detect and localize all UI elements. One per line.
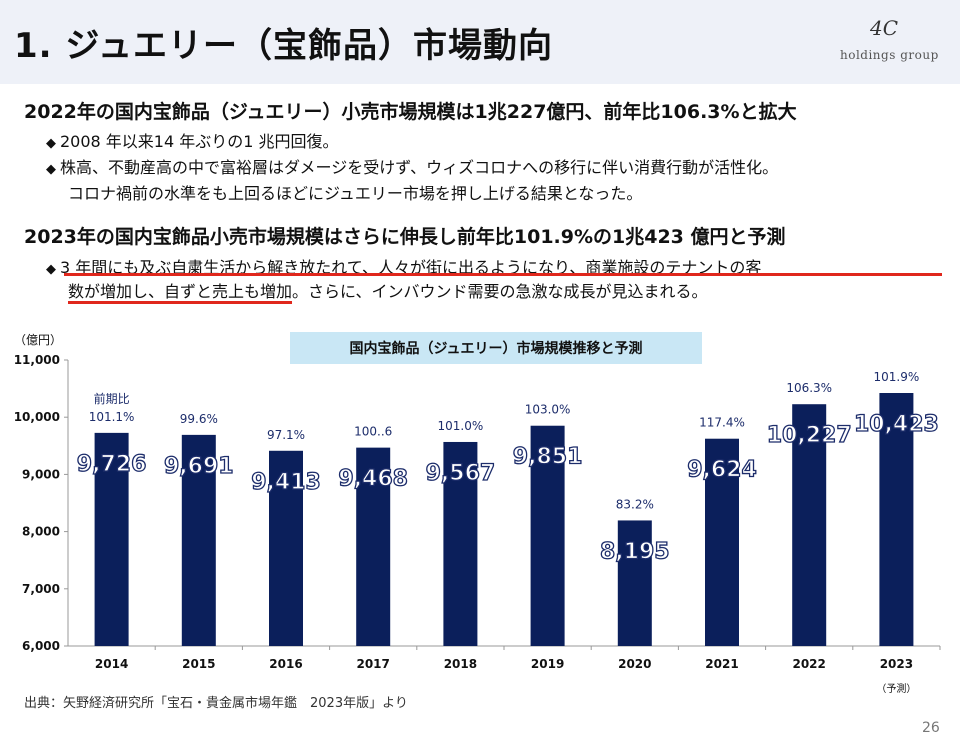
section1-bullet-1: ◆ 2008 年以来14 年ぶりの1 兆円回復。 xyxy=(46,128,339,152)
y-tick-label: 9,000 xyxy=(22,467,60,481)
company-logo-subtitle: holdings group xyxy=(840,48,939,62)
value-label: 9,567 xyxy=(426,461,496,486)
bar-2023 xyxy=(879,393,914,646)
growth-label: 117.4% xyxy=(699,416,745,430)
growth-label: 101.1% xyxy=(89,410,135,424)
value-label: 9,726 xyxy=(77,452,147,477)
y-tick-label: 10,000 xyxy=(14,410,60,424)
y-tick-label: 7,000 xyxy=(22,582,60,596)
growth-label: 101.9% xyxy=(874,370,920,384)
value-label: 9,851 xyxy=(513,445,583,470)
title-band xyxy=(0,0,960,84)
bullet-text: 3 年間にも及ぶ自粛生活から解き放たれて、人々が街に出るようになり、商業施設のテ… xyxy=(60,258,762,277)
value-label: 10,423 xyxy=(854,412,939,437)
growth-label: 100..6 xyxy=(354,425,392,439)
value-label: 9,413 xyxy=(251,470,321,495)
page-number: 26 xyxy=(922,720,940,736)
page-title: 1. ジュエリー（宝飾品）市場動向 xyxy=(14,26,554,66)
x-tick-label: 2021 xyxy=(705,657,738,671)
bullet-mark: ◆ xyxy=(46,162,56,177)
y-tick-label: 6,000 xyxy=(22,639,60,653)
forecast-note: （予測） xyxy=(876,682,916,695)
section2-heading: 2023年の国内宝飾品小売市場規模はさらに伸長し前年比101.9%の1兆423 … xyxy=(24,226,786,248)
section2-bullet-1-continuation: 数が増加し、自ずと売上も増加。さらに、インバウンド需要の急激な成長が見込まれる。 xyxy=(68,278,708,302)
x-tick-label: 2018 xyxy=(444,657,477,671)
section1-bullet-2: ◆ 株高、不動産高の中で富裕層はダメージを受けず、ウィズコロナへの移行に伴い消費行… xyxy=(46,154,778,178)
value-label: 9,624 xyxy=(687,458,757,483)
growth-label: 83.2% xyxy=(616,497,654,511)
growth-label: 101.0% xyxy=(438,419,484,433)
x-tick-label: 2019 xyxy=(531,657,564,671)
bullet-mark: ◆ xyxy=(46,136,56,151)
growth-label: 106.3% xyxy=(786,381,832,395)
x-tick-label: 2015 xyxy=(182,657,215,671)
value-label: 9,691 xyxy=(164,454,234,479)
bullet-mark: ◆ xyxy=(46,262,56,277)
x-tick-label: 2014 xyxy=(95,657,128,671)
bar-2015 xyxy=(181,434,216,646)
section1-bullet-2-continuation: コロナ禍前の水準をも上回るほどにジュエリー市場を押し上げる結果となった。 xyxy=(68,184,643,203)
growth-label: 99.6% xyxy=(180,412,218,426)
y-axis-label: （億円） xyxy=(14,333,62,347)
red-underline xyxy=(64,273,942,276)
x-tick-label: 2016 xyxy=(269,657,302,671)
x-tick-label: 2023 xyxy=(880,657,913,671)
x-tick-label: 2020 xyxy=(618,657,651,671)
bar-2014 xyxy=(94,432,129,646)
section2-bullet-1: ◆ 3 年間にも及ぶ自粛生活から解き放たれて、人々が街に出るようになり、商業施設の… xyxy=(46,254,761,278)
bar-2017 xyxy=(356,447,391,646)
chart-title: 国内宝飾品（ジュエリー）市場規模推移と予測 xyxy=(290,332,702,364)
bullet-text: 2008 年以来14 年ぶりの1 兆円回復。 xyxy=(60,132,339,151)
underlined-text: 数が増加し、自ずと売上も増加 xyxy=(68,282,293,301)
value-label: 8,195 xyxy=(600,539,670,564)
section1-heading: 2022年の国内宝飾品（ジュエリー）小売市場規模は1兆227億円、前年比106.… xyxy=(24,101,797,123)
x-tick-label: 2017 xyxy=(356,657,389,671)
bar-2018 xyxy=(443,441,478,646)
x-tick-label: 2022 xyxy=(792,657,825,671)
bar-2022 xyxy=(792,404,827,646)
bullet-text: 株高、不動産高の中で富裕層はダメージを受けず、ウィズコロナへの移行に伴い消費行動… xyxy=(60,158,779,177)
bar-2019 xyxy=(530,425,565,646)
growth-label: 97.1% xyxy=(267,428,305,442)
bar-2016 xyxy=(269,450,303,646)
value-label: 10,227 xyxy=(767,423,852,448)
growth-prefix-label: 前期比 xyxy=(94,391,130,406)
source-note: 出典：矢野経済研究所「宝石・貴金属市場年鑑 2023年版」より xyxy=(24,696,408,711)
value-label: 9,468 xyxy=(338,467,408,492)
y-tick-label: 11,000 xyxy=(14,353,60,367)
growth-label: 103.0% xyxy=(525,403,571,417)
bar-2021 xyxy=(705,438,739,646)
y-tick-label: 8,000 xyxy=(22,525,60,539)
continuation-text: 。さらに、インバウンド需要の急激な成長が見込まれる。 xyxy=(292,282,708,301)
bar-2020 xyxy=(617,520,652,646)
company-logo: 4C xyxy=(870,16,899,40)
